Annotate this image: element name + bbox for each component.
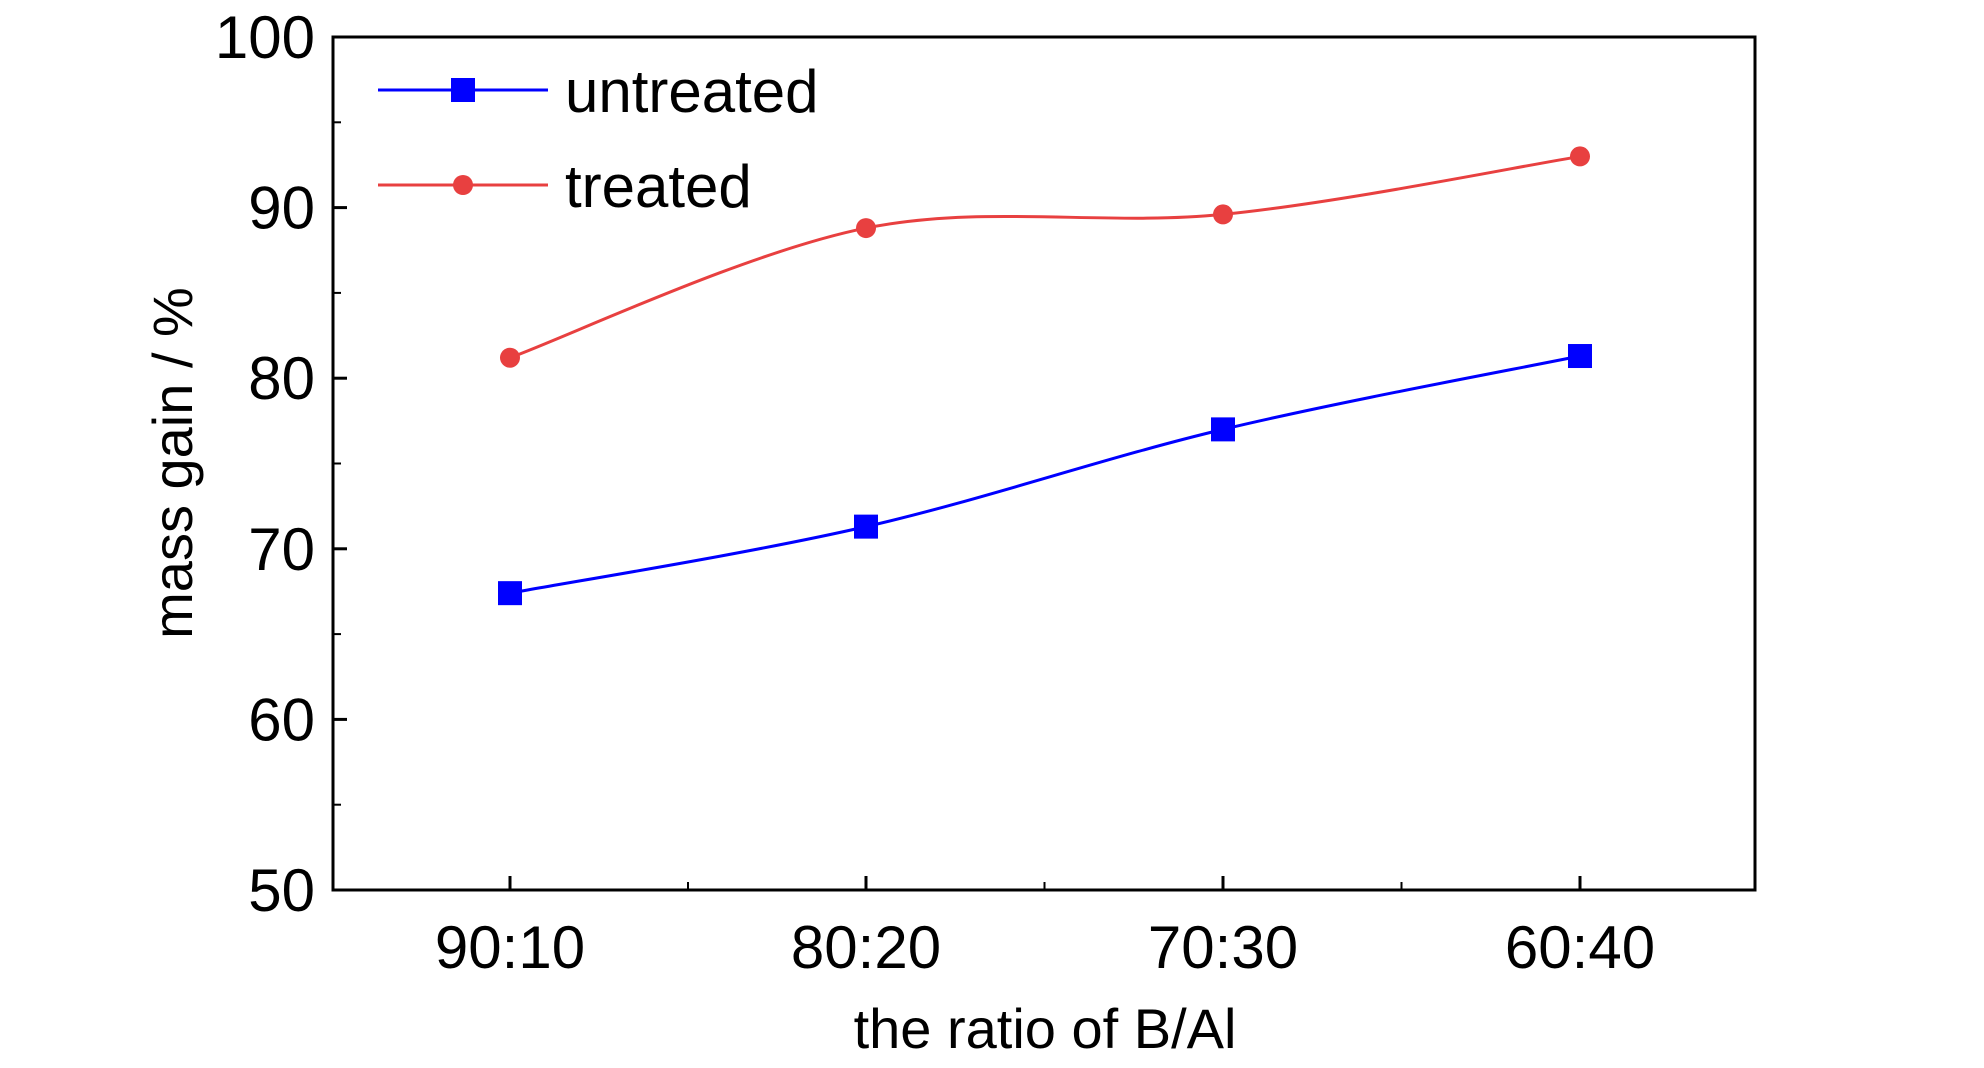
series-layer (498, 146, 1592, 606)
legend-item-untreated: untreated (378, 58, 819, 125)
x-tick-label: 60:40 (1505, 914, 1655, 981)
y-tick-label: 80 (248, 345, 315, 412)
untreated-point (1211, 417, 1235, 442)
x-tick-label: 70:30 (1148, 914, 1298, 981)
x-tick-label: 90:10 (435, 914, 585, 981)
untreated-line (509, 354, 1581, 595)
series-untreated (498, 344, 1592, 606)
y-tick-label: 60 (248, 686, 315, 753)
plot-frame (331, 35, 1757, 892)
y-axis-title: mass gain / % (141, 287, 204, 639)
legend-swatch-marker (453, 175, 473, 195)
untreated-point (498, 581, 522, 606)
treated-point (1213, 204, 1233, 225)
legend-label: treated (565, 153, 752, 220)
treated-line (509, 154, 1581, 360)
y-tick-label: 100 (215, 4, 315, 71)
y-tick-label: 90 (248, 175, 315, 242)
treated-point (1570, 146, 1590, 167)
x-axis-title: the ratio of B/Al (854, 997, 1237, 1060)
legend: untreated treated (378, 58, 819, 220)
y-axis: 50 60 70 80 90 100 (215, 4, 347, 924)
treated-point (500, 347, 520, 368)
y-tick-label: 50 (248, 857, 315, 924)
legend-label: untreated (565, 58, 819, 125)
legend-item-treated: treated (378, 153, 752, 220)
x-tick-label: 80:20 (791, 914, 941, 981)
treated-point (856, 218, 876, 239)
series-treated (500, 146, 1590, 368)
untreated-point (854, 514, 878, 539)
y-tick-label: 70 (248, 516, 315, 583)
legend-swatch-marker (451, 78, 475, 102)
x-axis: 90:10 80:20 70:30 60:40 (435, 876, 1655, 981)
untreated-point (1568, 344, 1592, 369)
